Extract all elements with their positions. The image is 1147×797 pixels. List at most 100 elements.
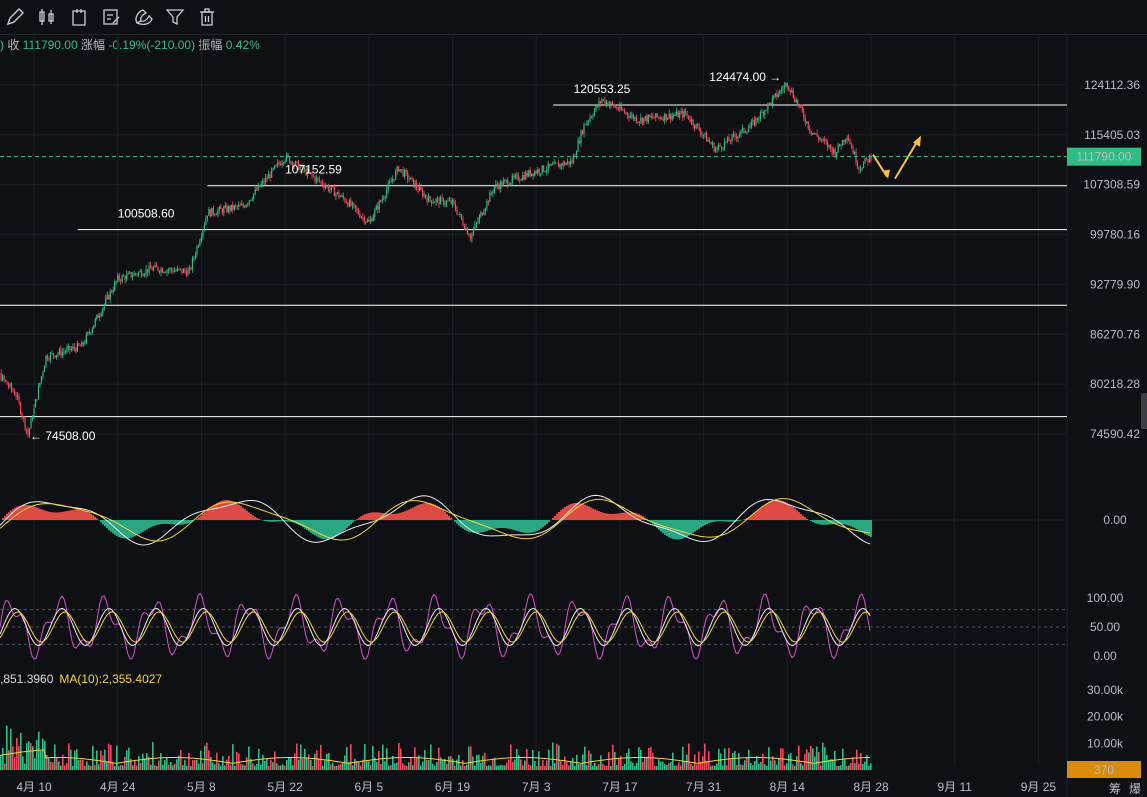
volume-bar	[778, 758, 780, 770]
macd-bar	[334, 520, 336, 537]
side-tab-chips[interactable]: 筹	[1109, 782, 1121, 796]
macd-bar	[812, 520, 814, 522]
candle-body	[577, 141, 578, 152]
volume-bar	[400, 749, 402, 770]
side-tab-liquidation[interactable]: 爆	[1129, 782, 1141, 796]
macd-bar	[332, 520, 334, 538]
candle-body	[389, 182, 390, 184]
note-edit-icon[interactable]	[100, 6, 122, 28]
volume-bar	[672, 753, 674, 770]
price-tick-label: 74590.42	[1090, 427, 1140, 441]
volume-bar	[694, 754, 696, 770]
candle-body	[452, 200, 453, 204]
draw-pen-icon[interactable]	[4, 6, 26, 28]
candle-body	[737, 136, 738, 138]
macd-bar	[778, 500, 780, 520]
macd-bar	[102, 520, 104, 524]
macd-bar	[740, 520, 742, 521]
macd-bar	[702, 520, 704, 526]
candle-body	[851, 144, 852, 147]
candle-body	[595, 106, 596, 111]
macd-bar	[846, 520, 848, 525]
volume-bar	[604, 765, 606, 770]
volume-bar	[136, 766, 138, 770]
candle-body	[418, 188, 419, 190]
candle-body	[672, 116, 673, 120]
indicator-icon[interactable]	[68, 6, 90, 28]
candle-body	[536, 171, 537, 173]
volume-bar	[528, 764, 530, 770]
volume-bar	[696, 764, 698, 770]
volume-bar	[794, 766, 796, 770]
volume-bar	[662, 762, 664, 770]
candle-body	[362, 217, 363, 218]
candle-body	[406, 170, 407, 172]
candle-body	[675, 115, 676, 116]
macd-bar	[852, 520, 854, 527]
filter-icon[interactable]	[164, 6, 186, 28]
candle-body	[240, 205, 241, 206]
macd-bar	[36, 508, 38, 520]
macd-bar	[686, 520, 688, 537]
candle-body	[175, 271, 176, 272]
price-tick-label: 86270.76	[1090, 327, 1140, 341]
candlestick-icon[interactable]	[36, 6, 58, 28]
macd-bar	[606, 514, 608, 520]
volume-bar	[318, 758, 320, 770]
macd-bar	[170, 520, 172, 524]
volume-bar	[608, 752, 610, 770]
candle-body	[174, 271, 175, 273]
macd-bar	[352, 520, 354, 523]
macd-bar	[82, 510, 84, 520]
volume-bar	[288, 757, 290, 770]
candle-body	[702, 135, 703, 136]
chart-scroll-handle[interactable]	[1141, 393, 1147, 429]
candle-body	[684, 111, 685, 117]
volume-bar	[634, 766, 636, 770]
candle-body	[62, 352, 63, 356]
candle-body	[229, 207, 230, 211]
candle-body	[148, 266, 149, 273]
candle-body	[177, 268, 178, 270]
candle-body	[140, 271, 141, 272]
volume-bar	[52, 762, 54, 770]
magnet-icon[interactable]	[132, 6, 154, 28]
candle-body	[84, 343, 85, 345]
candle-body	[368, 220, 369, 222]
x-tick-label: 7月 31	[686, 780, 722, 794]
macd-bar	[258, 519, 260, 520]
volume-bar	[412, 765, 414, 770]
candle-body	[26, 429, 27, 430]
volume-bar	[158, 761, 160, 770]
volume-bar	[606, 766, 608, 770]
volume-bar	[858, 764, 860, 770]
candle-body	[803, 111, 804, 118]
candle-body	[542, 165, 543, 173]
macd-bar	[400, 513, 402, 520]
macd-bar	[66, 511, 68, 520]
macd-bar	[372, 512, 374, 520]
volume-bar	[14, 757, 16, 770]
candle-body	[98, 315, 99, 318]
volume-bar	[272, 762, 274, 770]
macd-bar	[276, 520, 278, 522]
trash-icon[interactable]	[196, 6, 218, 28]
candle-body	[573, 155, 574, 162]
candle-body	[410, 178, 411, 180]
candle-body	[667, 118, 668, 120]
volume-bar	[270, 760, 272, 770]
macd-bar	[816, 520, 818, 524]
macd-bar	[608, 514, 610, 520]
candle-body	[421, 187, 422, 190]
candle-body	[113, 290, 114, 292]
candle-body	[208, 210, 209, 216]
macd-bar	[540, 520, 542, 529]
candle-body	[453, 200, 454, 204]
macd-bar	[784, 502, 786, 520]
candle-body	[740, 130, 741, 134]
macd-bar	[510, 520, 512, 529]
candle-body	[530, 170, 531, 176]
candle-body	[388, 183, 389, 190]
candle-body	[119, 275, 120, 280]
